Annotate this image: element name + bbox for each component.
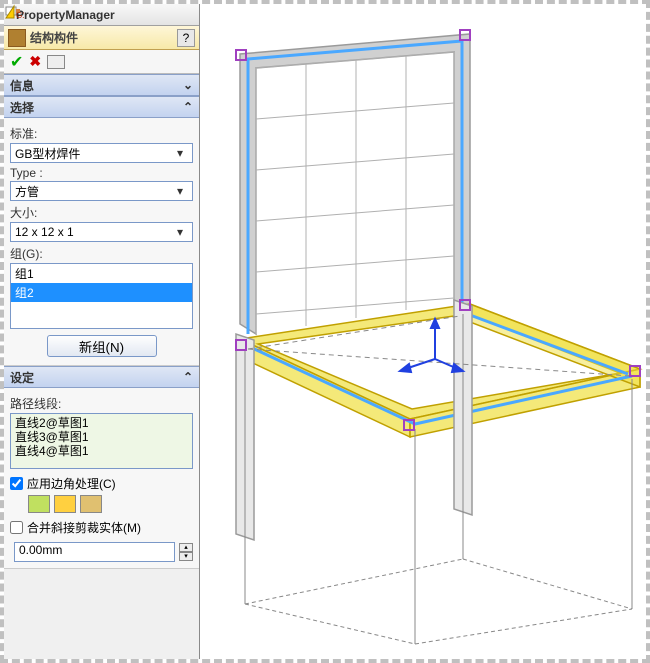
group-label: 组(G): [10, 245, 193, 262]
feature-title: 结构构件 [30, 29, 177, 46]
type-label: Type : [10, 166, 193, 180]
corner-swatches [28, 495, 193, 513]
weldment-icon [8, 29, 26, 47]
miter-checkbox-row[interactable]: 合并斜接剪裁实体(M) [10, 519, 193, 536]
pin-icon[interactable] [177, 7, 195, 23]
pm-titlebar: PropertyManager [4, 4, 199, 26]
section-select-label: 选择 [10, 99, 34, 116]
svg-text:G1: G1 [16, 11, 24, 20]
property-panel: PropertyManager 结构构件 ? ✔ ✖ 信息 ⌄ 选择 ⌃ 标准: [4, 4, 200, 659]
chevron-up-icon[interactable]: ⌃ [183, 100, 193, 114]
type-value: 方管 [15, 183, 39, 200]
feature-bar: 结构构件 ? [4, 26, 199, 50]
swatch-3[interactable] [80, 495, 102, 513]
new-group-button[interactable]: 新组(N) [47, 335, 157, 357]
graphics-viewport[interactable] [200, 4, 646, 659]
distance-spinner[interactable]: ▴▾ [179, 543, 193, 561]
corner-label: 应用边角处理(C) [27, 475, 116, 492]
section-select-body: 标准: GB型材焊件 ▾ Type : 方管 ▾ 大小: 12 x 12 x 1… [4, 118, 199, 366]
list-item[interactable]: 组2 [11, 283, 192, 302]
swatch-2[interactable] [54, 495, 76, 513]
ok-button[interactable]: ✔ [10, 52, 23, 72]
corner-checkbox-row[interactable]: 应用边角处理(C) [10, 475, 193, 492]
path-label: 路径线段: [10, 395, 193, 412]
section-settings-label: 设定 [10, 369, 34, 386]
dropdown-arrow-icon: ▾ [172, 225, 188, 239]
type-dropdown[interactable]: 方管 ▾ [10, 181, 193, 201]
corner-checkbox[interactable] [10, 477, 23, 490]
chevron-up-icon[interactable]: ⌃ [183, 370, 193, 384]
size-dropdown[interactable]: 12 x 12 x 1 ▾ [10, 222, 193, 242]
standard-value: GB型材焊件 [15, 145, 80, 162]
section-info-head[interactable]: 信息 ⌄ [4, 74, 199, 96]
section-info-label: 信息 [10, 77, 34, 94]
miter-checkbox[interactable] [10, 521, 23, 534]
section-select-head[interactable]: 选择 ⌃ [4, 96, 199, 118]
list-item[interactable]: 直线3@草图1 [15, 430, 188, 444]
size-value: 12 x 12 x 1 [15, 225, 74, 239]
list-item[interactable]: 组1 [11, 264, 192, 283]
distance-row: G1 0.00mm ▴▾ [10, 542, 193, 562]
standard-label: 标准: [10, 125, 193, 142]
group-listbox[interactable]: 组1 组2 [10, 263, 193, 329]
cancel-button[interactable]: ✖ [29, 53, 41, 70]
distance-input[interactable]: 0.00mm [14, 542, 175, 562]
standard-dropdown[interactable]: GB型材焊件 ▾ [10, 143, 193, 163]
dropdown-arrow-icon: ▾ [172, 184, 188, 198]
preview-icon[interactable] [47, 55, 65, 69]
confirm-bar: ✔ ✖ [4, 50, 199, 74]
app-window: PropertyManager 结构构件 ? ✔ ✖ 信息 ⌄ 选择 ⌃ 标准: [0, 0, 650, 663]
pm-title: PropertyManager [8, 8, 177, 22]
path-listbox[interactable]: 直线2@草图1 直线3@草图1 直线4@草图1 [10, 413, 193, 469]
list-item[interactable]: 直线4@草图1 [15, 444, 188, 458]
dropdown-arrow-icon: ▾ [172, 146, 188, 160]
miter-label: 合并斜接剪裁实体(M) [27, 519, 141, 536]
list-item[interactable]: 直线2@草图1 [15, 416, 188, 430]
swatch-1[interactable] [28, 495, 50, 513]
section-settings-body: 路径线段: 直线2@草图1 直线3@草图1 直线4@草图1 应用边角处理(C) … [4, 388, 199, 569]
help-button[interactable]: ? [177, 29, 195, 47]
model-view [200, 4, 646, 659]
chevron-down-icon[interactable]: ⌄ [183, 78, 193, 92]
section-settings-head[interactable]: 设定 ⌃ [4, 366, 199, 388]
size-label: 大小: [10, 204, 193, 221]
